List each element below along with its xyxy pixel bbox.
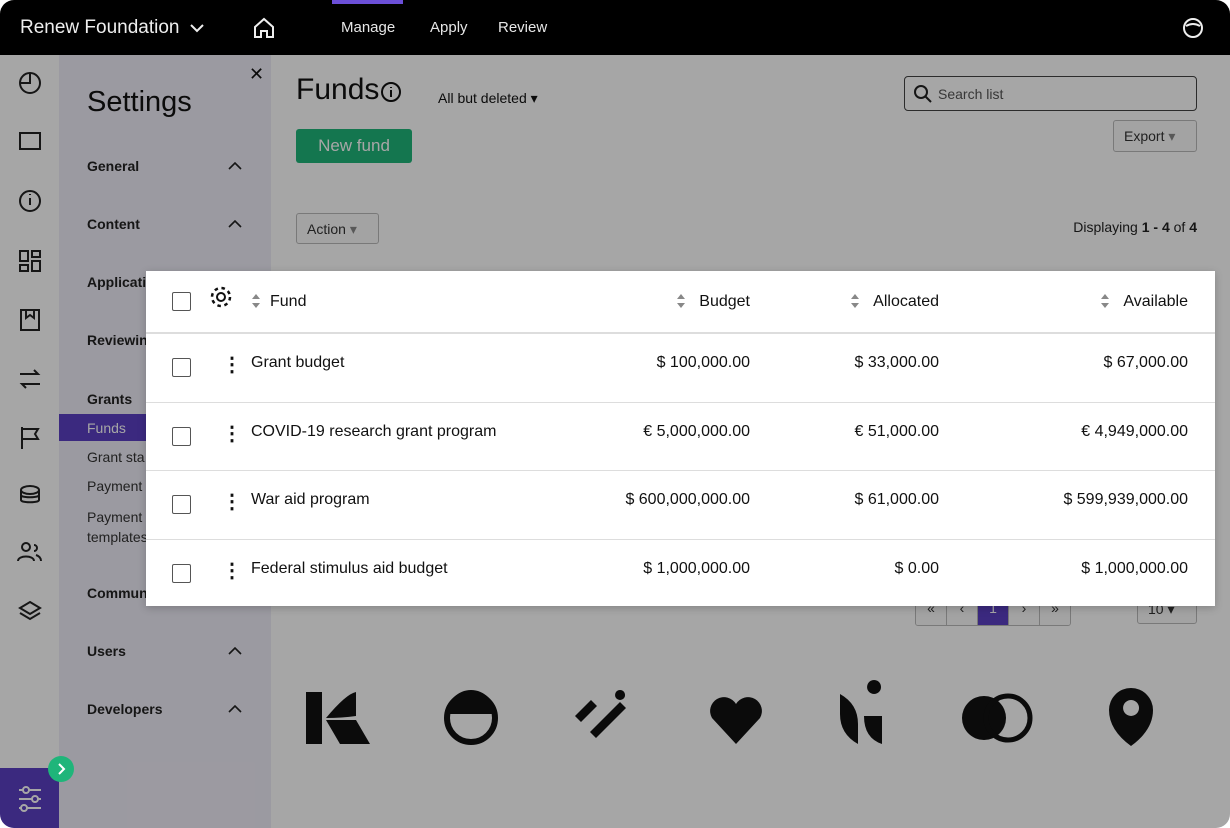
row-menu[interactable]: ⋮ (222, 491, 242, 513)
active-item-bg (59, 414, 159, 441)
displaying-of: of (1173, 219, 1186, 235)
amount: $ 600,000,000.00 (625, 491, 750, 508)
filter-dropdown[interactable]: All but deleted ▾ (438, 90, 538, 106)
settings-item[interactable]: Funds (87, 420, 126, 436)
rail-icons (17, 72, 42, 621)
search-box[interactable]: Search list (904, 76, 1197, 111)
expand-icon (58, 763, 66, 775)
icon-rail (0, 55, 59, 828)
funds-table: Fund Budget Allocated Available ⋮ Grant budge… (146, 271, 1215, 606)
amount: € 51,000.00 (854, 422, 939, 440)
section-title[interactable]: Developers (87, 701, 163, 717)
header-divider (146, 332, 1215, 334)
row-divider (146, 401, 1215, 403)
export-button[interactable]: Export ▾ (1113, 120, 1197, 152)
section-title[interactable]: Reviewin (87, 332, 148, 348)
settings-toggle[interactable] (0, 768, 59, 828)
amount: $ 0.00 (894, 559, 939, 577)
sort-icon[interactable] (1100, 293, 1110, 309)
section-chevron[interactable] (228, 162, 242, 170)
search-icon (914, 85, 932, 103)
section-title: Grants (87, 391, 133, 407)
settings-title: Settings (87, 86, 192, 118)
settings-item[interactable]: Payment (87, 478, 143, 494)
sort-icon[interactable] (850, 293, 860, 309)
section-chevron[interactable] (228, 705, 242, 713)
partner-logos (306, 680, 1153, 746)
action-button[interactable]: Action ▾ (296, 213, 379, 244)
amount: $ 100,000.00 (656, 354, 750, 371)
column-header[interactable]: Allocated (873, 293, 939, 310)
displaying-count: Displaying 1 - 4 of 4 (1073, 219, 1197, 235)
select-all-checkbox[interactable] (172, 292, 191, 311)
column-settings-icon[interactable] (209, 285, 233, 309)
fund-name[interactable]: War aid program (251, 491, 370, 508)
amount: € 5,000,000.00 (643, 422, 750, 440)
amount: $ 61,000.00 (854, 491, 939, 508)
home-icon[interactable] (252, 16, 276, 40)
profile-icon[interactable] (1182, 17, 1204, 39)
row-menu[interactable]: ⋮ (222, 354, 242, 376)
row-divider (146, 538, 1215, 540)
export-label: Export (1124, 128, 1165, 144)
row-divider (146, 470, 1215, 471)
settings-item[interactable]: Payment templates (87, 509, 148, 545)
row-menu[interactable]: ⋮ (222, 559, 242, 582)
row-menu[interactable]: ⋮ (222, 422, 242, 445)
row-checkbox[interactable] (172, 563, 191, 583)
displaying-prefix: Displaying (1073, 219, 1138, 235)
top-bar: Renew Foundation Manage Apply Review (0, 0, 1230, 55)
section-chevron[interactable] (228, 220, 242, 228)
amount: $ 599,939,000.00 (1063, 491, 1188, 508)
page-title: Funds (296, 73, 380, 106)
new-fund-button[interactable]: New fund (296, 129, 412, 163)
section-chevron[interactable] (228, 647, 242, 655)
column-header[interactable]: Available (1123, 293, 1188, 310)
nav-link[interactable]: Apply (430, 19, 468, 36)
fund-name[interactable]: COVID-19 research grant program (251, 422, 497, 440)
amount: $ 67,000.00 (1103, 354, 1188, 371)
amount: $ 1,000,000.00 (643, 559, 750, 577)
row-checkbox[interactable] (172, 426, 191, 446)
sort-icon[interactable] (251, 293, 261, 309)
action-label: Action (307, 221, 346, 237)
settings-item[interactable]: Grant sta (87, 449, 145, 465)
section-title[interactable]: Content (87, 216, 140, 232)
fund-name[interactable]: Grant budget (251, 354, 345, 371)
displaying-total: 4 (1189, 219, 1197, 235)
section-title[interactable]: General (87, 158, 140, 174)
sort-icon[interactable] (676, 293, 686, 309)
org-chevron[interactable] (189, 23, 205, 33)
nav-link[interactable]: Review (498, 19, 548, 36)
close-button[interactable]: ✕ (249, 64, 265, 84)
column-header[interactable]: Fund (270, 293, 307, 310)
info-icon[interactable] (380, 81, 402, 103)
search-placeholder: Search list (938, 86, 1004, 102)
row-checkbox[interactable] (172, 358, 191, 377)
nav-link[interactable]: Manage (341, 19, 396, 36)
displaying-range: 1 - 4 (1141, 219, 1170, 235)
sliders-icon (19, 786, 41, 812)
filter-label: All but deleted (438, 90, 527, 106)
active-indicator (332, 0, 403, 4)
section-title[interactable]: Users (87, 643, 126, 659)
section-title[interactable]: Commun (87, 585, 148, 601)
expand-button[interactable] (48, 756, 74, 782)
amount: $ 33,000.00 (854, 354, 939, 371)
row-checkbox[interactable] (172, 495, 191, 514)
column-header[interactable]: Budget (699, 293, 750, 310)
amount: € 4,949,000.00 (1081, 422, 1188, 440)
amount: $ 1,000,000.00 (1081, 559, 1188, 577)
section-title[interactable]: Applicati (87, 274, 147, 290)
fund-name[interactable]: Federal stimulus aid budget (251, 559, 448, 577)
org-name[interactable]: Renew Foundation (20, 17, 180, 38)
